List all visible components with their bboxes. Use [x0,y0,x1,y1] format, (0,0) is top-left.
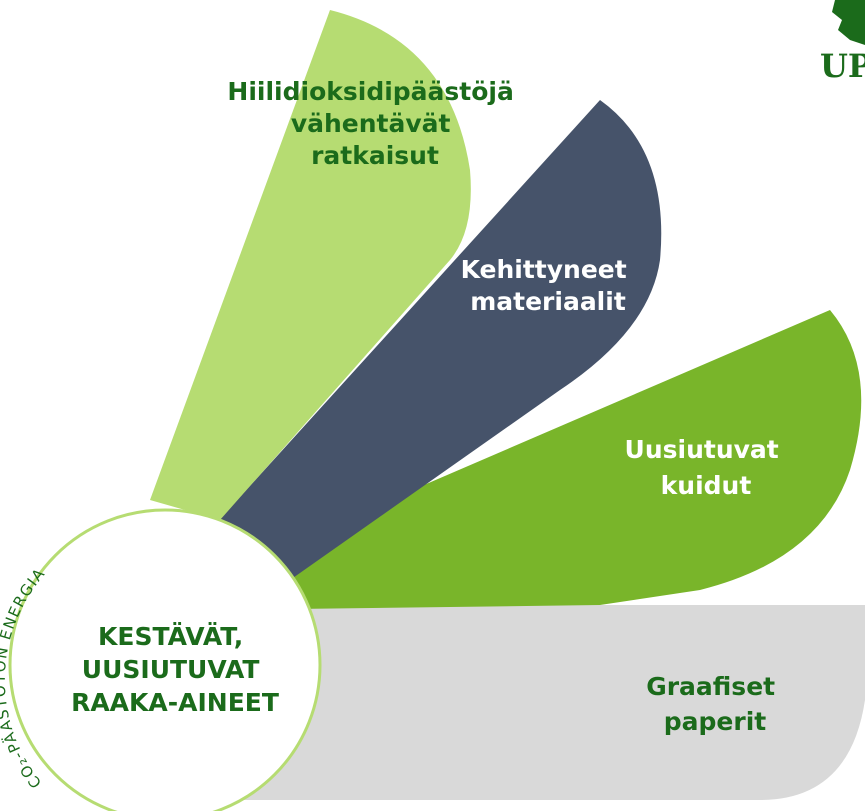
petal-gray [170,605,865,800]
center-label: KESTÄVÄT, UUSIUTUVAT RAAKA-AINEET [71,621,279,717]
label-line: Graafiset [646,672,775,701]
petal-light-green [150,10,471,520]
label-line: materiaalit [470,287,626,316]
label-line: KESTÄVÄT, [98,621,243,651]
petal-green [220,310,862,610]
petal-label: Uusiutuvat kuidut [625,435,788,500]
petal-label: Graafiset paperit [646,672,784,736]
center-circle [8,508,322,811]
petal-slate [210,100,662,580]
label-line: ratkaisut [311,141,439,170]
logo-text: UP [820,47,865,85]
label-line: paperit [664,707,767,736]
label-line: Uusiutuvat [625,435,779,464]
label-line: Kehittyneet [461,255,627,284]
logo-tree [832,0,865,45]
label-line: Hiilidioksidipäästöjä [227,77,513,106]
label-line: kuidut [661,471,752,500]
label-line: UUSIUTUVAT [82,655,260,684]
label-line: vähentävät [291,109,451,138]
petal-label: Kehittyneet materiaalit [461,255,636,316]
petal-label: Hiilidioksidipäästöjä vähentävät ratkais… [227,77,522,170]
label-line: RAAKA-AINEET [71,688,279,717]
